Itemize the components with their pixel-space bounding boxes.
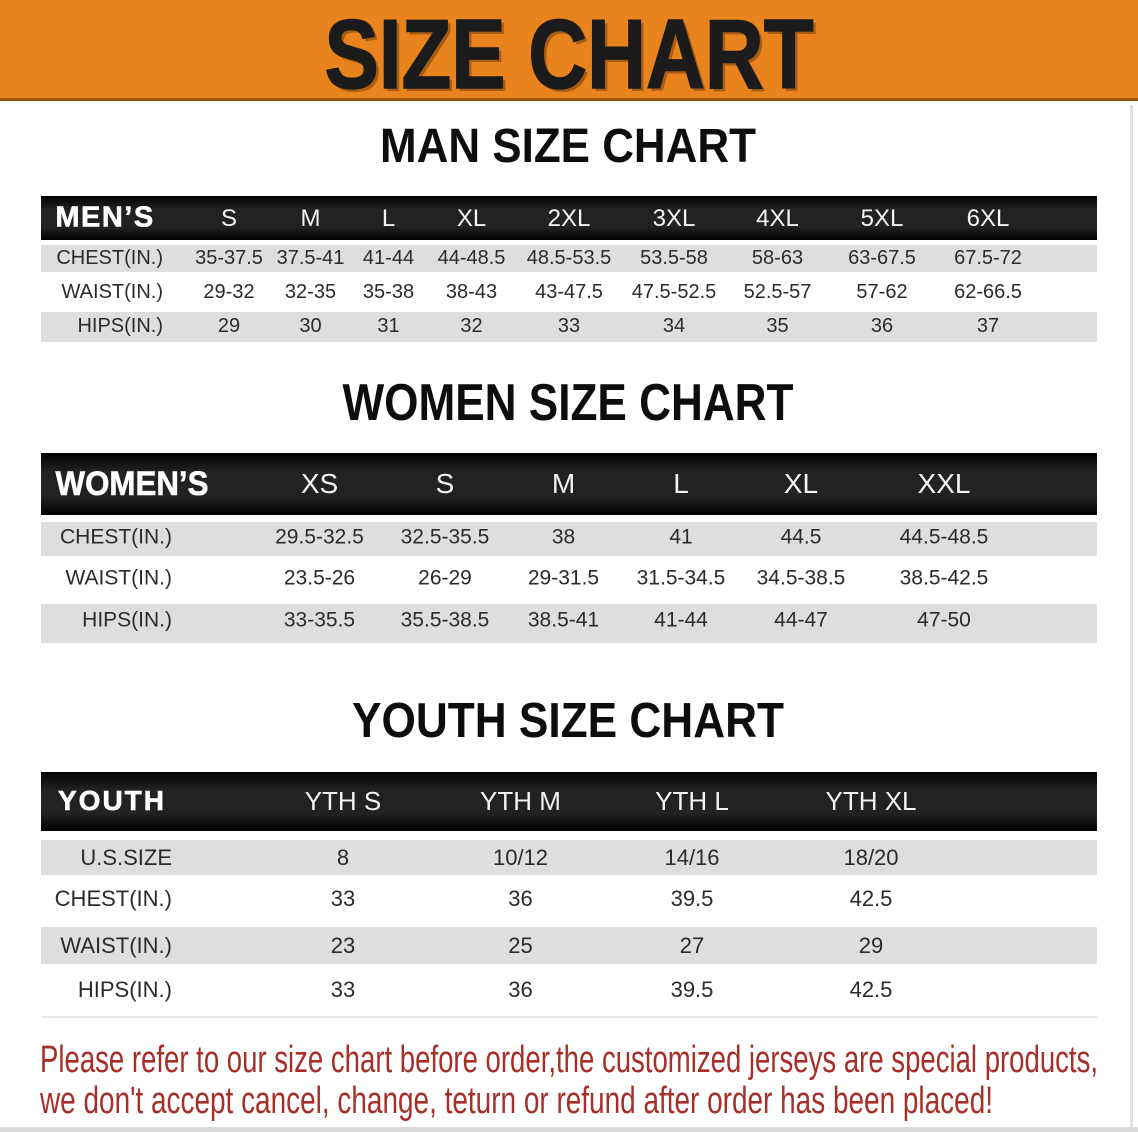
svg-text:MAN SIZE CHART: MAN SIZE CHART — [380, 120, 756, 173]
svg-text:Please refer to our size chart: Please refer to our size chart before or… — [40, 1039, 1098, 1081]
svg-text:SIZE CHART: SIZE CHART — [325, 0, 814, 101]
svg-text:WOMEN SIZE CHART: WOMEN SIZE CHART — [343, 374, 794, 432]
svg-text:YOUTH SIZE CHART: YOUTH SIZE CHART — [352, 694, 784, 748]
svg-text:SIZE CHART: SIZE CHART — [328, 2, 817, 101]
svg-text:we don't accept cancel, change: we don't accept cancel, change, teturn o… — [39, 1080, 993, 1122]
